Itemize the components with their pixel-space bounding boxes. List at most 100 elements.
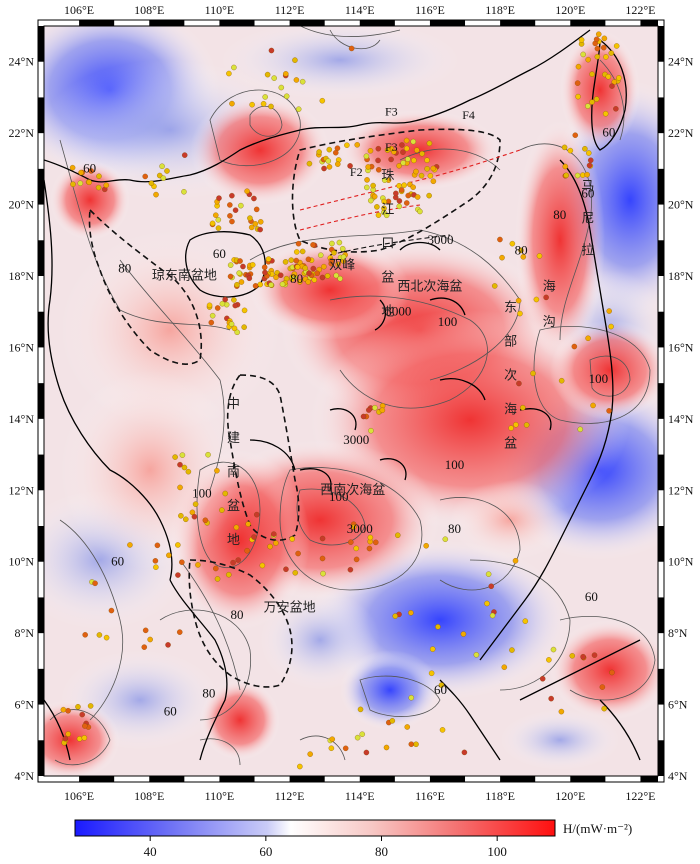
- heat-flow-point: [374, 204, 380, 210]
- region-label-char: 海: [504, 403, 517, 418]
- fault-label: F4: [462, 108, 475, 122]
- lat-tick-label-right: 16°N: [668, 340, 694, 354]
- heat-flow-point: [238, 202, 244, 209]
- heat-flow-point: [86, 179, 92, 186]
- heat-flow-point: [347, 566, 354, 573]
- heat-flow-point: [283, 566, 289, 572]
- heat-flow-point: [429, 646, 436, 652]
- heat-flow-point: [442, 536, 449, 542]
- contour-label: 60: [111, 553, 124, 568]
- heat-flow-point: [580, 653, 586, 660]
- heat-flow-point: [244, 547, 250, 554]
- heat-flow-point: [142, 627, 149, 634]
- heat-flow-point: [509, 240, 516, 247]
- region-label: 万安盆地: [264, 601, 316, 616]
- heat-flow-point: [562, 163, 569, 170]
- region-label-char: 中: [227, 397, 240, 412]
- lat-tick-label-left: 16°N: [9, 340, 35, 354]
- heat-flow-point: [219, 507, 225, 513]
- heat-flow-point: [261, 264, 268, 271]
- axis-tick-labels: 106°E 106°E 108°E 108°E 110°E 110°E 112°E 112°E…: [9, 3, 694, 803]
- heat-flow-point: [428, 670, 435, 677]
- heat-flow-point: [395, 532, 401, 538]
- heat-flow-point: [229, 100, 235, 107]
- heat-flow-point: [183, 516, 189, 523]
- frame-bar: [429, 20, 466, 26]
- frame-bar: [149, 20, 185, 26]
- heat-flow-point: [283, 93, 290, 100]
- colorbar-title: H/(mW·m⁻²): [563, 821, 632, 836]
- heat-flow-point: [497, 236, 503, 243]
- heat-flow-point: [375, 167, 382, 173]
- heat-flow-point: [257, 219, 264, 225]
- lat-tick-label-right: 12°N: [668, 483, 694, 497]
- heat-flow-point: [365, 164, 371, 170]
- heat-flow-point: [326, 146, 333, 153]
- region-label: 西南次海盆: [320, 482, 385, 498]
- heat-flow-point: [501, 664, 508, 670]
- heat-flow-point: [515, 297, 522, 304]
- heat-flow-point: [439, 727, 446, 733]
- heat-flow-point: [164, 168, 170, 174]
- heat-flow-point: [368, 427, 374, 434]
- frame-bar: [38, 597, 44, 634]
- heat-flow-point: [408, 610, 414, 616]
- map-frame: [37, 19, 665, 783]
- heat-flow-point: [328, 745, 335, 751]
- heat-flow-point: [310, 265, 317, 272]
- heat-flow-point: [214, 576, 221, 582]
- heat-flow-point: [363, 153, 370, 160]
- heat-flow-point: [209, 220, 216, 227]
- heat-flow-point: [177, 461, 183, 468]
- heat-flow-point: [260, 101, 267, 107]
- heat-flow-point: [601, 35, 608, 42]
- lat-tick-label-left: 6°N: [15, 698, 35, 712]
- heat-flow-point: [536, 253, 543, 259]
- heat-flow-point: [489, 612, 496, 619]
- heat-flow-point: [176, 629, 183, 635]
- heat-flow-point: [335, 161, 341, 167]
- heat-flow-point: [147, 636, 153, 643]
- heat-flow-point: [399, 142, 405, 148]
- heat-flow-point: [400, 149, 406, 155]
- heat-flow-point: [154, 542, 161, 549]
- heat-flow-point: [231, 325, 238, 332]
- region-label-char: 珠: [381, 169, 394, 184]
- heat-flow-point: [591, 652, 598, 658]
- heat-flow-point: [246, 275, 253, 282]
- heat-flow-point: [319, 274, 326, 281]
- heat-flow-point: [265, 256, 272, 262]
- heat-flow-points: [60, 31, 622, 770]
- frame-bar: [38, 168, 44, 205]
- heat-flow-point: [389, 718, 396, 724]
- basin-boundaries: [88, 128, 501, 688]
- heat-flow-point: [375, 157, 381, 164]
- heat-flow-point: [268, 47, 275, 54]
- heat-flow-point: [520, 254, 527, 260]
- frame-bar: [640, 20, 658, 26]
- contour-labels: 60 80 60 80 3000 3000 100 80 80 60 100 60 3000 100 100…: [83, 125, 615, 719]
- heat-flow-point: [319, 97, 326, 104]
- heat-flow-point: [234, 329, 240, 336]
- region-label-char: 建: [227, 431, 240, 446]
- heat-flow-point: [181, 189, 187, 195]
- heat-flow-point: [337, 275, 343, 282]
- lon-tick-label-top: 120°E: [555, 3, 585, 17]
- heat-flow-point: [324, 273, 331, 279]
- heat-flow-point: [578, 37, 585, 43]
- heat-flow-point: [329, 736, 336, 742]
- heat-flow-point: [408, 741, 415, 747]
- heat-flow-point: [331, 250, 337, 256]
- lat-tick-label-left: 20°N: [9, 198, 35, 212]
- heat-flow-point: [297, 279, 303, 285]
- heat-flow-point: [227, 202, 233, 208]
- heat-flow-point: [295, 550, 301, 557]
- heat-flow-point: [215, 225, 222, 231]
- heat-flow-point: [302, 265, 308, 271]
- heat-flow-point: [249, 262, 256, 268]
- contour-label: 80: [230, 607, 243, 622]
- heat-flow-point: [153, 564, 159, 570]
- heat-flow-point: [311, 277, 318, 283]
- lon-tick-label-top: 118°E: [485, 3, 515, 17]
- heat-flow-point: [181, 152, 188, 158]
